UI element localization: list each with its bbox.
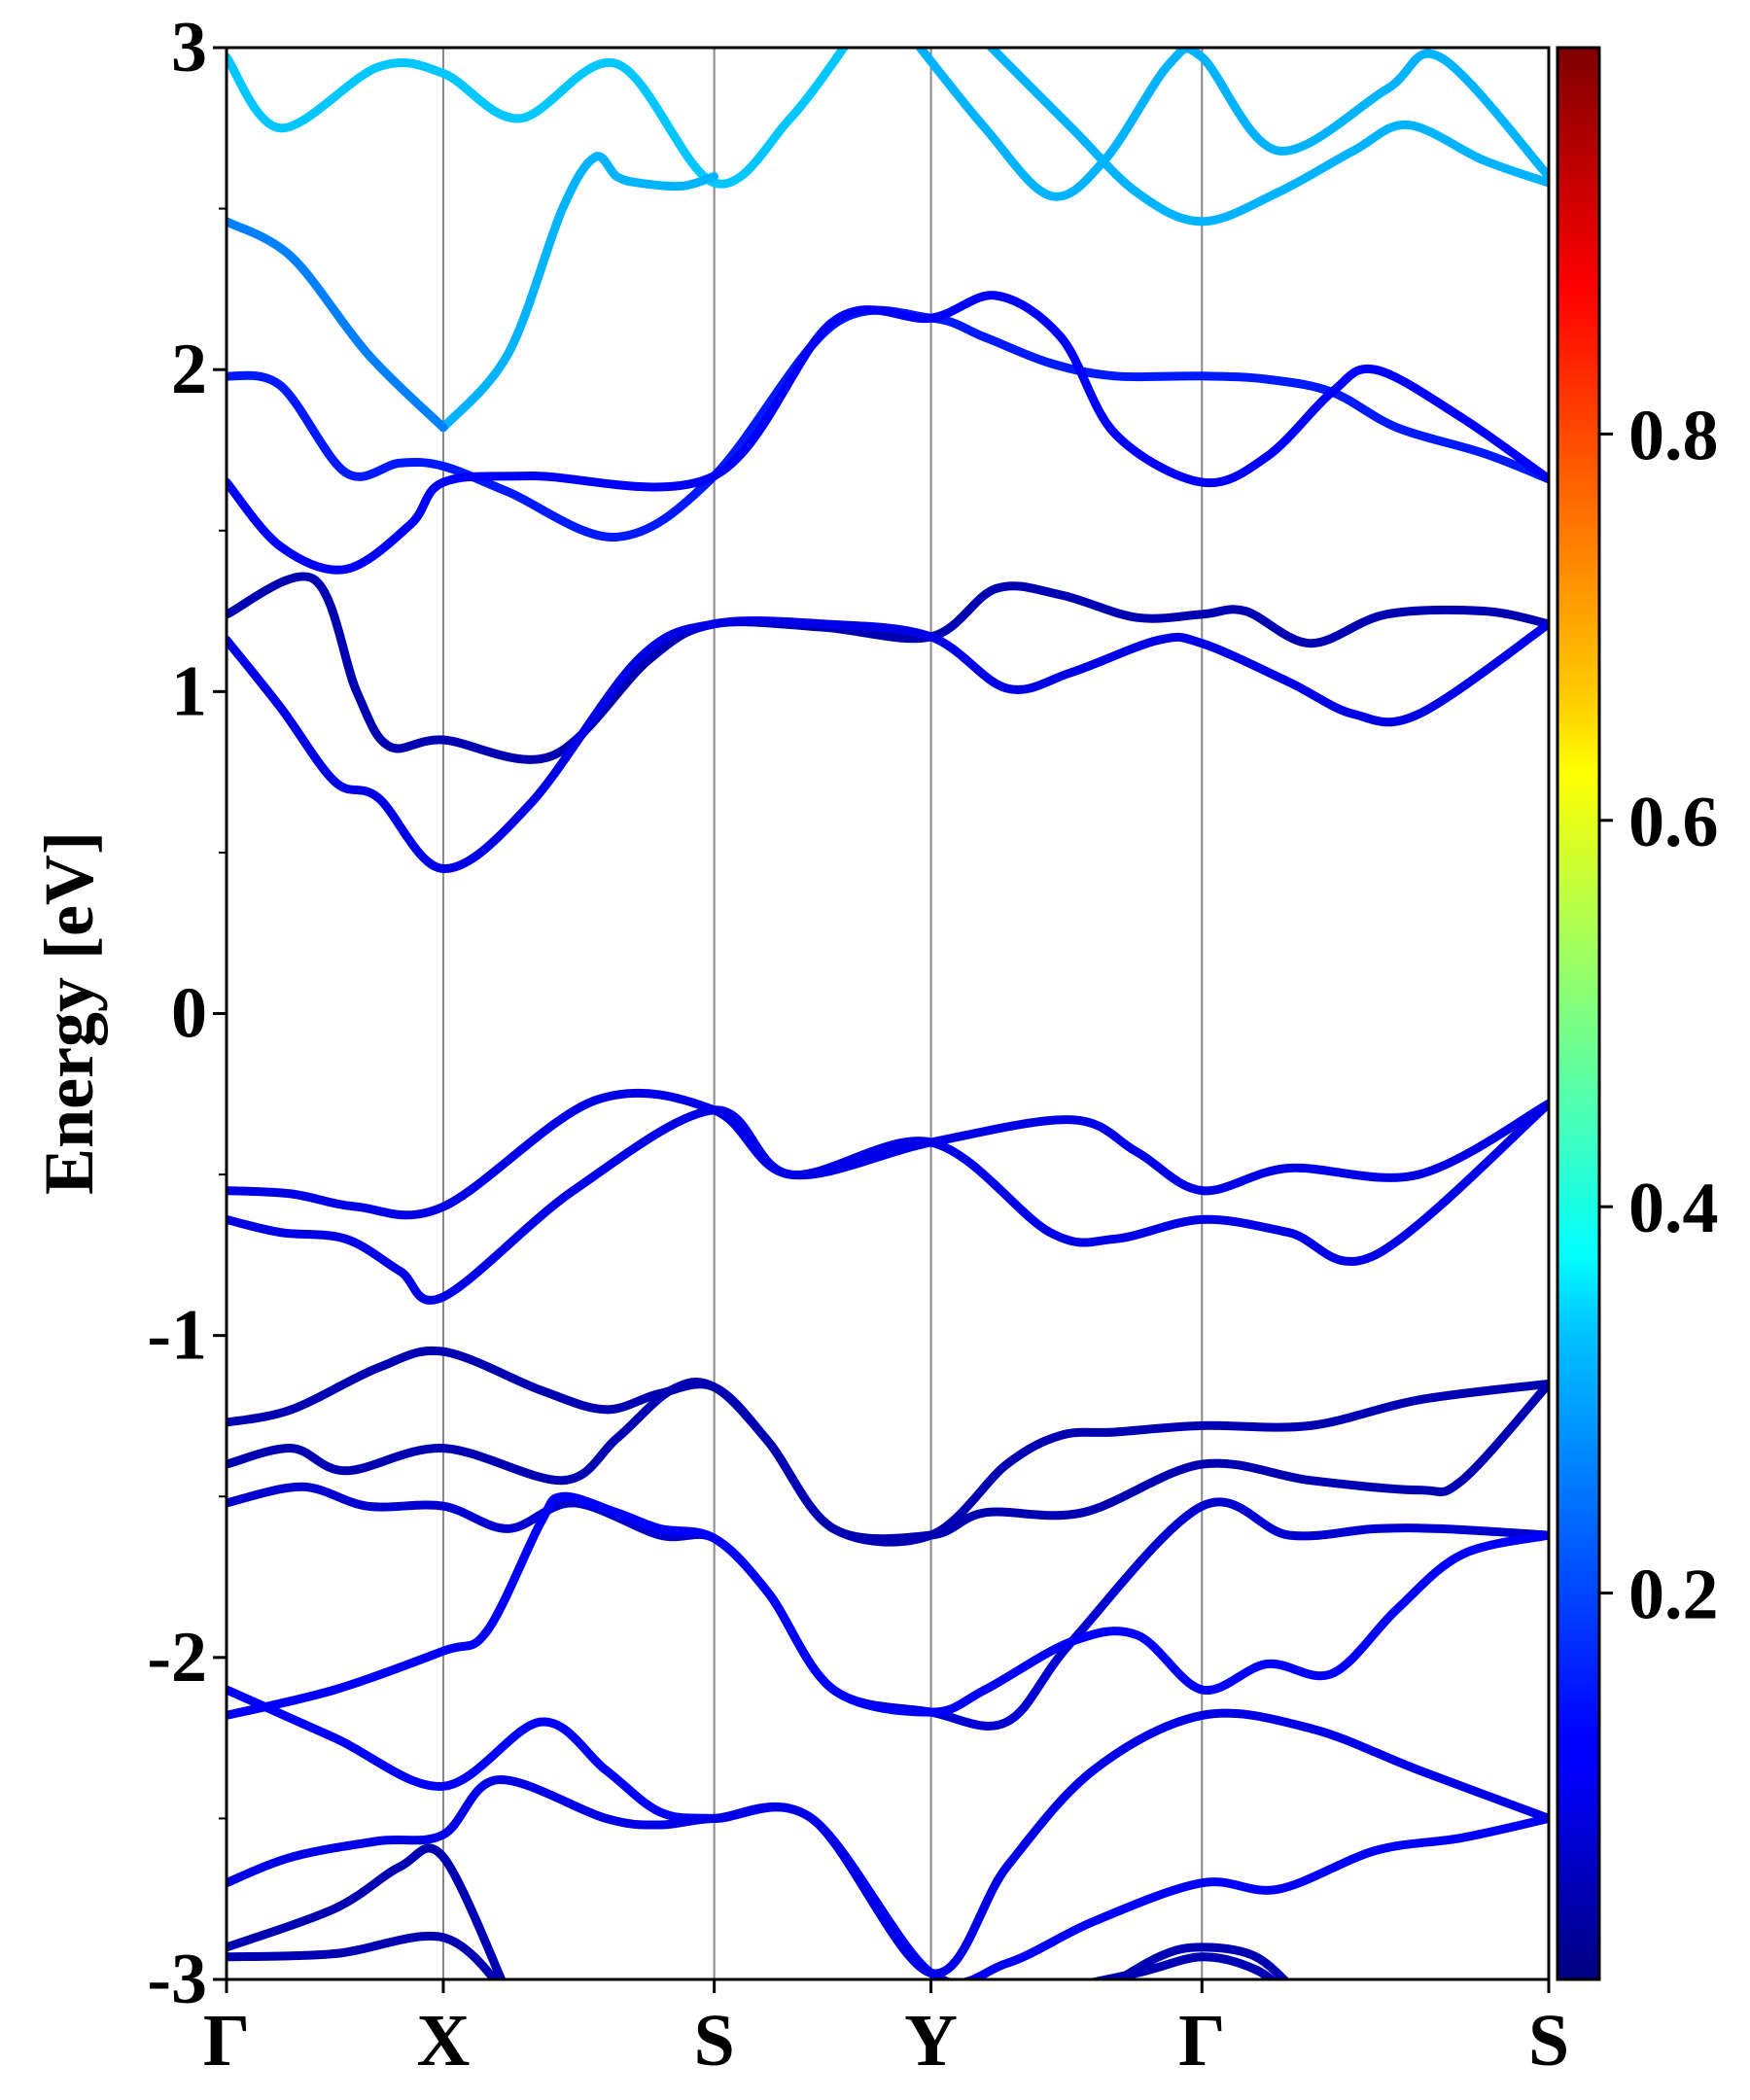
x-tick-label: S — [693, 2000, 734, 2082]
band-line — [1110, 1942, 1290, 1979]
band-line — [227, 1491, 1549, 1720]
band-line — [227, 616, 1549, 873]
band-line — [227, 1708, 1549, 1978]
band-lines — [227, 48, 1549, 1979]
band-line — [227, 572, 1549, 764]
band-line — [227, 1843, 507, 1979]
y-tick-label: 2 — [171, 330, 207, 409]
colorbar-gradient — [1556, 46, 1601, 1981]
y-tick-label: -2 — [147, 1618, 207, 1698]
band-line — [227, 217, 448, 433]
band-line — [227, 1482, 1549, 1731]
colorbar-ticks: 0.2 0.4 0.6 0.8 — [1599, 396, 1719, 1635]
colorbar-tick-label: 0.8 — [1628, 396, 1719, 475]
y-axis: 3 2 1 0 -1 -2 -3 — [147, 8, 227, 2019]
y-axis-label: Energy [eV] — [30, 831, 108, 1195]
band-line — [438, 152, 719, 433]
band-line — [227, 48, 850, 189]
band-line — [227, 1088, 1549, 1220]
colorbar-tick-label: 0.4 — [1628, 1169, 1719, 1248]
x-tick-label: Γ — [203, 2000, 250, 2082]
y-tick-label: -1 — [147, 1296, 207, 1376]
colorbar: 0.2 0.4 0.6 0.8 — [1556, 46, 1719, 1981]
plot-frame — [225, 46, 1551, 1981]
band-line — [915, 48, 1549, 201]
x-tick-label: S — [1528, 2000, 1569, 2082]
x-tick-label: X — [417, 2000, 471, 2082]
kpoint-gridlines — [441, 48, 1204, 1979]
y-tick-label: -3 — [147, 1940, 207, 2019]
y-tick-label: 3 — [171, 8, 207, 88]
colorbar-tick-label: 0.2 — [1628, 1556, 1719, 1635]
y-tick-label: 0 — [171, 974, 207, 1054]
x-tick-label: Y — [904, 2000, 958, 2082]
band-line — [1085, 1952, 1278, 1979]
band-line — [985, 48, 1549, 227]
band-line — [227, 1099, 1549, 1305]
colorbar-tick-label: 0.6 — [1628, 783, 1719, 862]
x-tick-label: Γ — [1178, 2000, 1225, 2082]
y-tick-label: 1 — [171, 651, 207, 731]
band-line — [227, 291, 1549, 575]
band-line — [227, 1931, 501, 1979]
band-line — [227, 1377, 1549, 1544]
